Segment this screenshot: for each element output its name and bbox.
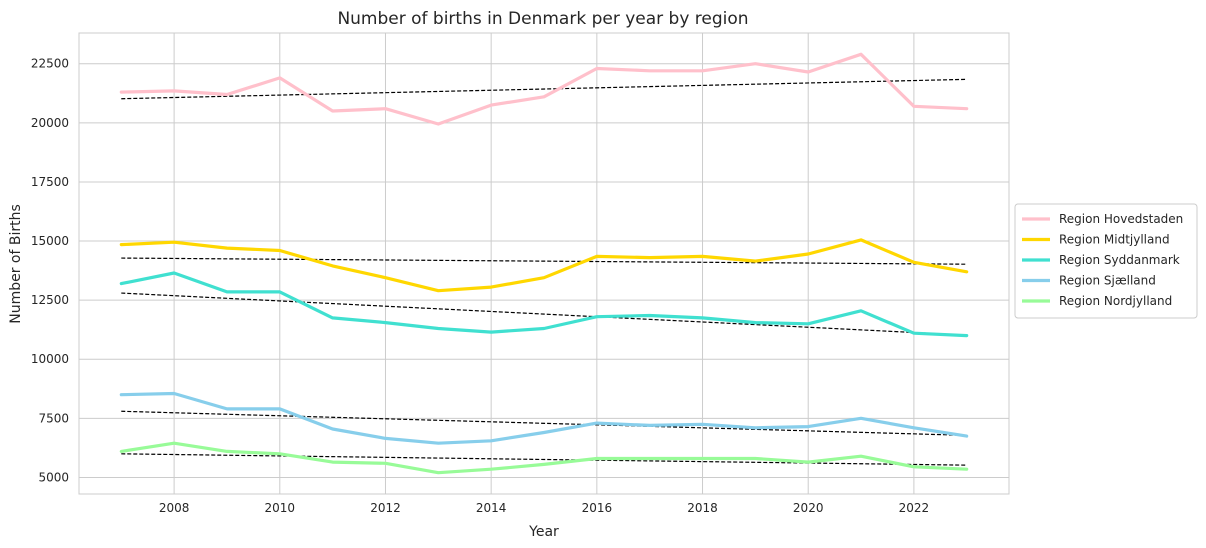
trend-line-1 <box>121 78 967 100</box>
series-line-1 <box>119 52 969 126</box>
trend-line-2 <box>121 257 967 265</box>
plot-area <box>78 32 1010 495</box>
x-tick-label: 2022 <box>899 501 930 515</box>
legend-label-4: Region Sjælland <box>1059 274 1156 288</box>
x-tick-label: 2012 <box>370 501 401 515</box>
legend-box <box>1014 203 1198 319</box>
y-axis-label: Number of Births <box>8 204 24 324</box>
x-tick-label: 2020 <box>793 501 824 515</box>
trend-line-3 <box>121 292 967 336</box>
series-line-5 <box>119 441 969 475</box>
y-tick-label: 12500 <box>31 293 69 307</box>
x-tick-label: 2008 <box>159 501 190 515</box>
y-tick-label: 7500 <box>38 411 69 425</box>
legend-label-5: Region Nordjylland <box>1059 294 1172 308</box>
x-tick-label: 2014 <box>476 501 507 515</box>
y-tick-label: 15000 <box>31 234 69 248</box>
axis-ticks: 2008 2010 2012 2014 2016 2018 2020 2022 5000 7500… <box>31 57 929 515</box>
series-line-2 <box>119 238 969 293</box>
legend-label-2: Region Midtjylland <box>1059 233 1170 247</box>
x-axis-label: Year <box>528 524 559 540</box>
trend-line-4 <box>121 410 967 436</box>
series-lines <box>119 52 969 475</box>
legend-label-3: Region Syddanmark <box>1059 253 1180 267</box>
legend-label-1: Region Hovedstaden <box>1059 212 1183 226</box>
y-tick-label: 10000 <box>31 352 69 366</box>
y-tick-label: 22500 <box>31 57 69 71</box>
trend-lines <box>121 78 967 466</box>
y-tick-label: 20000 <box>31 116 69 130</box>
trend-line-5 <box>121 453 967 466</box>
y-tick-label: 17500 <box>31 175 69 189</box>
chart-title: Number of births in Denmark per year by … <box>337 9 748 29</box>
series-line-4 <box>119 391 969 445</box>
x-tick-label: 2016 <box>582 501 613 515</box>
x-tick-label: 2010 <box>265 501 296 515</box>
x-tick-label: 2018 <box>687 501 718 515</box>
legend: Region Hovedstaden Region Midtjylland Regi… <box>1014 203 1198 319</box>
y-tick-label: 5000 <box>38 470 69 484</box>
series-line-3 <box>119 271 969 338</box>
